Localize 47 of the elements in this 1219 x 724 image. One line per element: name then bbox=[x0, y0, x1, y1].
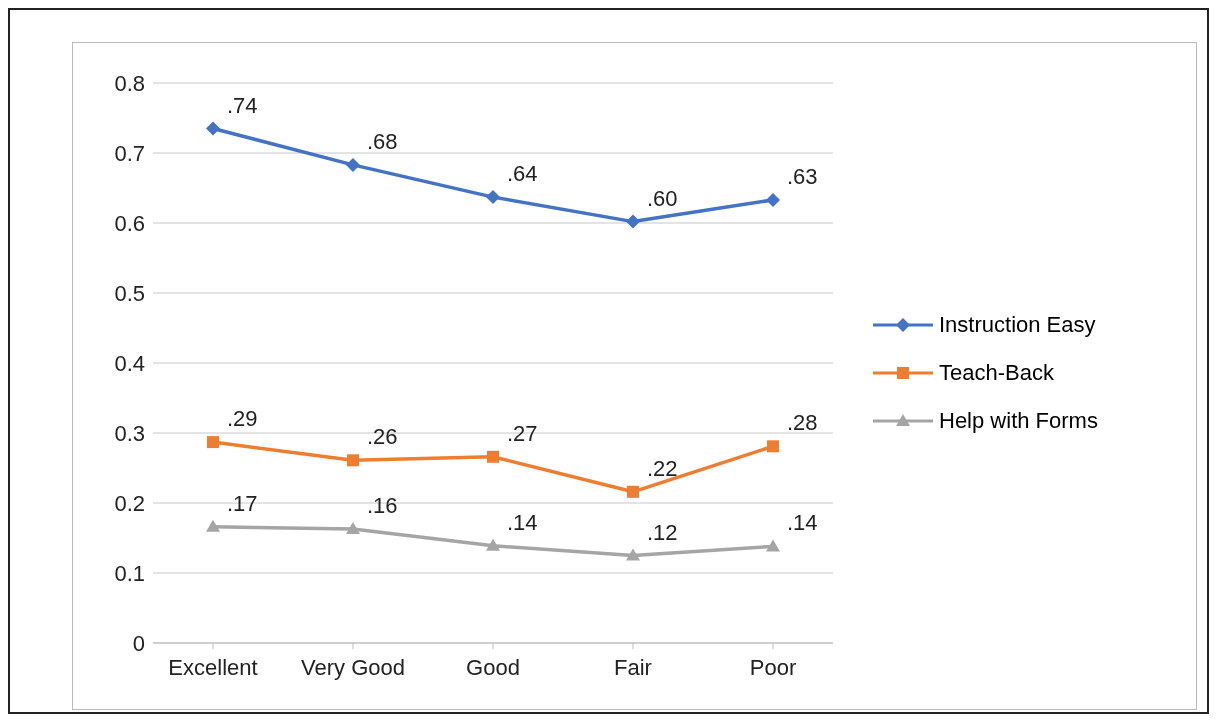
data-label: .74 bbox=[227, 92, 258, 118]
x-tick-label: Good bbox=[466, 654, 520, 680]
data-label: .27 bbox=[507, 420, 538, 446]
point bbox=[207, 436, 219, 449]
y-tick-label: 0.7 bbox=[114, 140, 145, 166]
legend-label: Teach-Back bbox=[939, 360, 1054, 386]
point bbox=[486, 190, 500, 205]
data-label: .28 bbox=[787, 410, 818, 436]
data-label: .68 bbox=[367, 128, 398, 154]
legend-label: Instruction Easy bbox=[939, 312, 1096, 338]
point bbox=[206, 519, 220, 532]
legend-label: Help with Forms bbox=[939, 408, 1098, 434]
data-label: .63 bbox=[787, 163, 818, 189]
y-tick-label: 0.4 bbox=[114, 350, 145, 376]
point bbox=[347, 454, 359, 467]
point bbox=[766, 192, 780, 207]
data-label: .29 bbox=[227, 406, 258, 432]
data-label: .64 bbox=[507, 161, 538, 187]
data-label: .26 bbox=[367, 424, 398, 450]
point bbox=[206, 121, 220, 136]
x-tick-label: Poor bbox=[749, 654, 797, 680]
point bbox=[346, 157, 360, 172]
x-tick-label: Excellent bbox=[168, 654, 258, 680]
y-tick-label: 0 bbox=[132, 630, 145, 656]
x-tick-label: Fair bbox=[614, 654, 652, 680]
point bbox=[626, 548, 640, 561]
point bbox=[626, 214, 640, 229]
data-label: .22 bbox=[647, 455, 678, 481]
point bbox=[486, 538, 500, 551]
y-tick-label: 0.5 bbox=[114, 280, 145, 306]
y-tick-label: 0.8 bbox=[114, 70, 145, 96]
x-tick-label: Very Good bbox=[301, 654, 405, 680]
point bbox=[627, 485, 639, 498]
data-label: .60 bbox=[647, 185, 678, 211]
data-label: .12 bbox=[647, 519, 678, 545]
point bbox=[487, 450, 499, 463]
data-label: .14 bbox=[787, 510, 818, 536]
data-label: .16 bbox=[367, 492, 398, 518]
y-tick-label: 0.6 bbox=[114, 210, 145, 236]
data-label: .14 bbox=[507, 509, 538, 535]
y-tick-label: 0.2 bbox=[114, 490, 145, 516]
point bbox=[767, 440, 779, 453]
data-label: .17 bbox=[227, 490, 258, 516]
point bbox=[346, 521, 360, 534]
y-tick-label: 0.3 bbox=[114, 420, 145, 446]
y-tick-label: 0.1 bbox=[114, 560, 145, 586]
point bbox=[766, 539, 780, 552]
